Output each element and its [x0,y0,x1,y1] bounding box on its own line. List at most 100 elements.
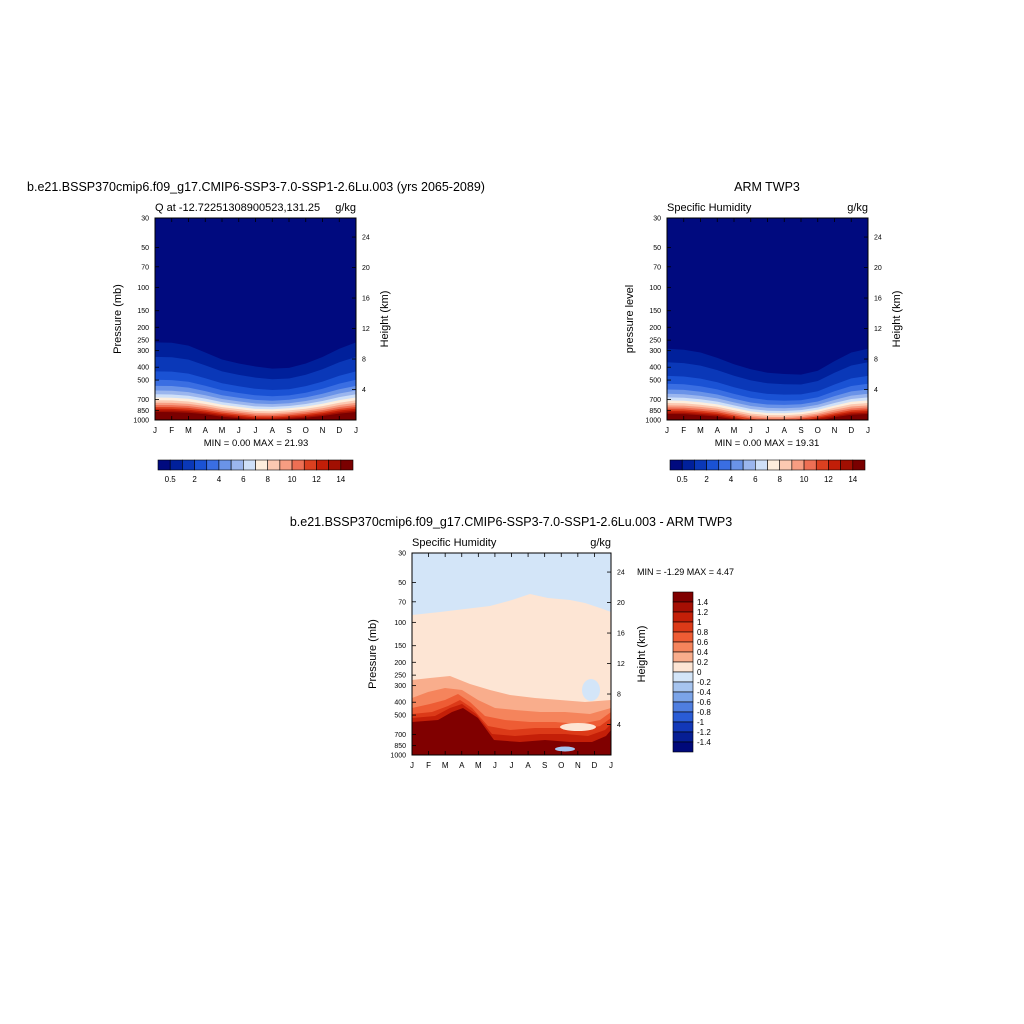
pressure-tick-label: 50 [141,245,149,252]
colorbar-box [672,731,694,743]
pressure-tick-label: 150 [137,308,149,315]
x-tick-label: F [681,426,686,435]
x-tick-label: A [782,426,788,435]
colorbar-label: 1 [697,618,702,627]
colorbar-label: 0.5 [165,475,177,484]
x-tick-label: F [169,426,174,435]
height-tick-label: 24 [362,235,370,242]
colorbar-box [672,711,694,723]
colorbar-box [255,459,268,471]
colorbar-box [279,459,293,471]
x-tick-label: A [459,761,465,770]
panel2-ylabel-left: pressure level [624,285,636,353]
x-tick-label: J [665,426,669,435]
panel2-contour-fill [667,348,868,420]
x-tick-label: A [715,426,721,435]
x-tick-label: J [354,426,358,435]
height-tick-label: 4 [362,387,366,394]
pressure-tick-label: 700 [649,397,661,404]
pressure-tick-label: 100 [649,285,661,292]
pressure-tick-label: 400 [394,700,406,707]
pressure-tick-label: 850 [137,408,149,415]
diff-bubble-near-zero [560,723,596,731]
panel3-units: g/kg [590,537,611,549]
x-tick-label: M [475,761,482,770]
pressure-tick-label: 400 [649,365,661,372]
pressure-tick-label: 300 [394,683,406,690]
colorbar-box [672,651,694,663]
colorbar-box [206,459,220,471]
height-tick-label: 12 [874,326,882,333]
colorbar-label: 0.2 [697,658,709,667]
panel1-ylabel-left: Pressure (mb) [112,284,124,354]
height-tick-label: 16 [617,631,625,638]
pressure-tick-label: 250 [137,338,149,345]
panel3-left-string: Specific Humidity [412,537,497,549]
x-tick-label: M [731,426,738,435]
height-tick-label: 8 [874,357,878,364]
colorbar-label: 2 [192,475,197,484]
panel-model-climatology: b.e21.BSSP370cmip6.f09_g17.CMIP6-SSP3-7.… [27,180,485,484]
colorbar-box [706,459,720,471]
colorbar-label: 2 [704,475,709,484]
height-tick-label: 16 [874,296,882,303]
x-tick-label: O [303,426,309,435]
pressure-tick-label: 70 [398,599,406,606]
colorbar-box [672,611,694,623]
panel1-colorbar: 0.5 2 4 6 8 10 12 14 [157,459,354,484]
colorbar-box [267,459,281,471]
panel2-ylabel-right: Height (km) [891,291,903,348]
pressure-tick-label: 700 [394,732,406,739]
height-tick-label: 12 [617,661,625,668]
height-tick-label: 20 [362,265,370,272]
x-tick-label: J [866,426,870,435]
colorbar-label: 6 [753,475,758,484]
colorbar-label: 14 [848,475,857,484]
colorbar-box [681,459,695,471]
colorbar-box [182,459,195,471]
x-tick-label: N [320,426,326,435]
colorbar-box [340,459,354,471]
pressure-tick-label: 200 [394,660,406,667]
x-tick-label: D [592,761,598,770]
colorbar-label: 14 [336,475,345,484]
panel-arm-observations: ARM TWP3 Specific Humidity g/kg J F M A M J J A… [624,180,903,484]
height-tick-label: 24 [874,235,882,242]
pressure-tick-label: 1000 [645,418,661,425]
colorbar-box [672,721,694,733]
height-tick-label: 8 [362,357,366,364]
pressure-tick-label: 100 [394,620,406,627]
height-tick-label: 24 [617,570,625,577]
panel3-colorbar: 1.41.210.80.60.40.20-0.2-0.4-0.6-0.8-1-1… [672,591,711,753]
x-tick-label: M [442,761,449,770]
panel3-ylabel-left: Pressure (mb) [367,619,379,689]
pressure-tick-label: 50 [398,580,406,587]
panel1-minmax: MIN = 0.00 MAX = 21.93 [204,438,309,449]
pressure-tick-label: 250 [394,673,406,680]
colorbar-box [803,459,817,471]
colorbar-box [767,459,780,471]
diff-bubble-negative-upper [582,679,600,701]
colorbar-label: 6 [241,475,246,484]
diff-bubble-negative-low [555,746,575,752]
panel2-left-string: Specific Humidity [667,202,752,214]
colorbar-label: -0.6 [697,698,711,707]
colorbar-box [672,681,694,693]
x-tick-label: S [286,426,291,435]
pressure-tick-label: 1000 [133,418,149,425]
colorbar-label: 8 [265,475,270,484]
colorbar-label: 0.4 [697,648,709,657]
x-tick-label: J [609,761,613,770]
panel1-units: g/kg [335,202,356,214]
x-tick-label: A [525,761,531,770]
pressure-tick-label: 50 [653,245,661,252]
x-tick-label: M [697,426,704,435]
panel2-units: g/kg [847,202,868,214]
panel2-colorbar: 0.5 2 4 6 8 10 12 14 [669,459,866,484]
pressure-tick-label: 700 [137,397,149,404]
height-tick-label: 4 [874,387,878,394]
colorbar-label: 12 [824,475,833,484]
colorbar-box [328,459,342,471]
panel1-contour-fill [155,342,356,420]
colorbar-box [218,459,232,471]
